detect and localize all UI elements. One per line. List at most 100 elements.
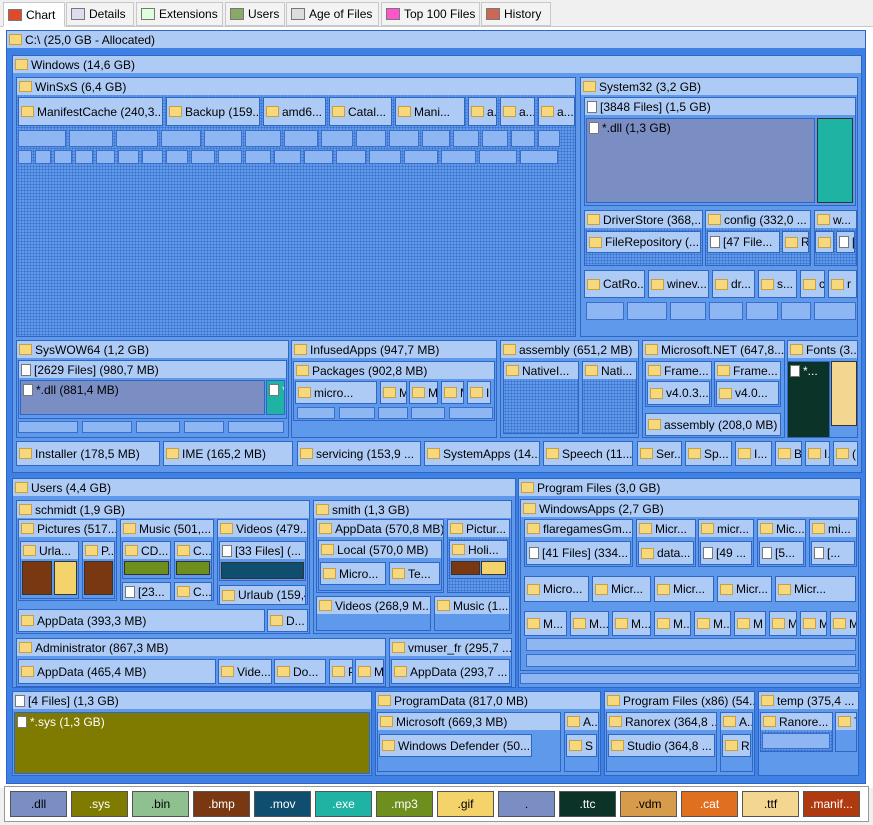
label: data...: [657, 546, 691, 560]
folder-node[interactable]: a...: [500, 97, 535, 126]
folder-node[interactable]: M...: [380, 381, 407, 404]
folder-node[interactable]: M: [734, 611, 766, 636]
tab[interactable]: Details: [66, 2, 134, 26]
file-node[interactable]: [47 File...: [707, 231, 780, 253]
folder-node[interactable]: Do...: [274, 659, 326, 684]
folder-node[interactable]: AppData (465,4 MB): [18, 659, 216, 684]
folder-node[interactable]: R: [722, 734, 751, 757]
folder-node[interactable]: Vide...: [218, 659, 272, 684]
tab[interactable]: Top 100 Files: [381, 2, 480, 26]
folder-node[interactable]: Micr...: [654, 576, 714, 602]
folder-node[interactable]: Nati...: [582, 361, 637, 434]
folder-node[interactable]: M...: [769, 611, 797, 636]
folder-node[interactable]: Micro...: [320, 562, 386, 585]
tab[interactable]: Chart: [3, 2, 65, 27]
folder-node[interactable]: Catal...: [329, 97, 392, 126]
folder-node[interactable]: ManifestCache (240,3...: [18, 97, 163, 126]
folder-node[interactable]: assembly (208,0 MB): [645, 413, 781, 436]
folder-node[interactable]: C...: [174, 582, 212, 601]
folder-node[interactable]: Micr...: [775, 576, 856, 602]
file-node[interactable]: *.sys (1,3 GB): [14, 712, 370, 774]
folder-node[interactable]: s...: [758, 270, 797, 298]
folder-node[interactable]: M: [441, 381, 464, 404]
file-node[interactable]: [49 ...: [700, 541, 752, 565]
folder-node[interactable]: R...: [815, 231, 834, 253]
tab[interactable]: History: [481, 2, 551, 26]
file-node[interactable]: [5...: [759, 541, 804, 565]
tab[interactable]: Extensions: [136, 2, 223, 26]
folder-node[interactable]: (: [833, 441, 858, 466]
folder-node[interactable]: M: [830, 611, 857, 636]
folder-icon: [294, 344, 307, 355]
folder-node[interactable]: M: [355, 659, 384, 684]
folder-node[interactable]: I: [467, 381, 491, 404]
folder-node[interactable]: Micr...: [717, 576, 772, 602]
folder-node[interactable]: r: [828, 270, 857, 298]
folder-node[interactable]: M...: [570, 611, 609, 636]
folder-node[interactable]: I...: [805, 441, 830, 466]
file-node[interactable]: *.: [266, 380, 285, 415]
folder-node[interactable]: Installer (178,5 MB): [16, 441, 160, 466]
folder-node[interactable]: P: [329, 659, 353, 684]
folder-node[interactable]: M...: [654, 611, 691, 636]
folder-node[interactable]: Mani...: [395, 97, 465, 126]
folder-node[interactable]: a...: [538, 97, 575, 126]
file-node[interactable]: *...: [787, 361, 830, 438]
file-node[interactable]: [..: [836, 231, 855, 253]
folder-node[interactable]: FileRepository (...: [586, 231, 701, 253]
node-header: ManifestCache (240,3...: [19, 98, 162, 125]
folder-icon: [645, 344, 658, 355]
folder-node[interactable]: SystemApps (14...: [424, 441, 540, 466]
folder-node[interactable]: Te...: [389, 562, 440, 585]
file-node[interactable]: [23...: [122, 582, 171, 601]
folder-node[interactable]: Videos (268,9 M...: [316, 596, 431, 631]
folder-node[interactable]: Speech (11...: [543, 441, 633, 466]
folder-node[interactable]: T: [835, 712, 857, 752]
small-tile: [814, 302, 856, 320]
file-node[interactable]: [41 Files] (334...: [526, 541, 631, 565]
folder-node[interactable]: AppData (293,7 ...: [391, 659, 510, 684]
folder-node[interactable]: M...: [612, 611, 651, 636]
folder-icon: [21, 615, 34, 626]
folder-node[interactable]: M: [409, 381, 438, 404]
folder-node[interactable]: D...: [267, 609, 308, 632]
folder-node[interactable]: Backup (159...: [166, 97, 260, 126]
tab[interactable]: Age of Files: [286, 2, 379, 26]
folder-node[interactable]: Micr...: [592, 576, 651, 602]
folder-node[interactable]: servicing (153,9 ...: [297, 441, 421, 466]
folder-node[interactable]: S: [566, 734, 597, 757]
folder-node[interactable]: CatRo...: [584, 270, 645, 298]
folder-node[interactable]: c: [800, 270, 825, 298]
folder-node[interactable]: M...: [694, 611, 731, 636]
file-node[interactable]: *.dll (881,4 MB): [20, 380, 265, 415]
folder-node[interactable]: I...: [735, 441, 772, 466]
folder-node[interactable]: v4.0.3...: [647, 381, 710, 405]
folder-node[interactable]: data...: [638, 541, 694, 565]
folder-node[interactable]: M...: [524, 611, 567, 636]
folder-node[interactable]: Windows Defender (50...: [379, 734, 532, 757]
folder-node[interactable]: Studio (364,8 ...: [608, 734, 715, 757]
folder-node[interactable]: dr...: [712, 270, 755, 298]
folder-node[interactable]: micro...: [295, 381, 377, 404]
tab[interactable]: Users: [225, 2, 285, 26]
folder-node[interactable]: winev...: [648, 270, 709, 298]
folder-node[interactable]: NativeI...: [503, 361, 579, 434]
folder-node[interactable]: a...: [468, 97, 497, 126]
folder-node[interactable]: Ser...: [637, 441, 682, 466]
folder-node[interactable]: IME (165,2 MB): [163, 441, 293, 466]
folder-node[interactable]: v4.0...: [716, 381, 779, 405]
label: Mic...: [776, 521, 805, 536]
folder-node[interactable]: Music (1...: [434, 596, 510, 631]
folder-node[interactable]: Urlaub (159,4...: [219, 585, 306, 605]
file-node[interactable]: [...: [811, 541, 855, 565]
label: P: [348, 665, 352, 679]
folder-node[interactable]: M: [800, 611, 827, 636]
folder-node[interactable]: AppData (393,3 MB): [18, 609, 265, 632]
small-tile: [142, 150, 163, 164]
folder-node[interactable]: R...: [782, 231, 809, 253]
folder-node[interactable]: Sp...: [685, 441, 732, 466]
file-node[interactable]: *.dll (1,3 GB): [586, 118, 815, 203]
folder-node[interactable]: Micro...: [524, 576, 589, 602]
folder-node[interactable]: amd6...: [263, 97, 326, 126]
folder-node[interactable]: B: [775, 441, 802, 466]
